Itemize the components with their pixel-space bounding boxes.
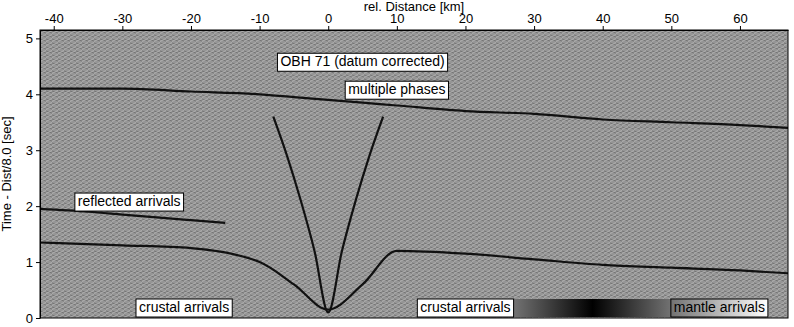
x-tick-label: 60	[733, 11, 747, 26]
y-tick-label: 5	[26, 31, 33, 46]
annotation-text: reflected arrivals	[78, 193, 181, 209]
y-tick-label: 3	[26, 143, 33, 158]
annotation-box	[345, 81, 448, 99]
y-tick-label: 1	[26, 255, 33, 270]
x-tick-label: -20	[182, 11, 201, 26]
x-tick-mark	[740, 26, 741, 30]
x-tick: -10	[251, 11, 270, 30]
x-tick-label: -10	[251, 11, 270, 26]
x-tick-label: 50	[665, 11, 679, 26]
transition-bar	[417, 299, 768, 317]
plot-background	[40, 30, 788, 318]
x-axis-title: rel. Distance [km]	[364, 0, 464, 14]
x-tick: 30	[527, 11, 541, 30]
x-tick-mark	[671, 26, 672, 30]
y-tick-mark	[36, 150, 40, 151]
x-tick-mark	[603, 26, 604, 30]
x-tick-label: 40	[596, 11, 610, 26]
x-tick: -20	[182, 11, 201, 30]
x-tick-mark	[328, 26, 329, 30]
annotation-box	[277, 53, 447, 71]
x-tick-label: 30	[527, 11, 541, 26]
y-tick-mark	[36, 262, 40, 263]
x-tick: -30	[113, 11, 132, 30]
annotation-text: crustal arrivals	[420, 299, 510, 315]
x-tick-mark	[191, 26, 192, 30]
x-tick-label: 0	[325, 11, 332, 26]
y-axis-line	[40, 31, 41, 319]
y-tick: 1	[26, 255, 40, 270]
annotation-text: crustal arrivals	[139, 299, 229, 315]
y-tick: 4	[26, 87, 40, 102]
annotation: mantle arrivals	[671, 299, 768, 317]
x-tick-mark	[534, 26, 535, 30]
annotation-text: OBH 71 (datum corrected)	[280, 53, 444, 69]
x-tick-mark	[260, 26, 261, 30]
x-tick: 40	[596, 11, 610, 30]
annotation: crustal arrivals	[136, 299, 232, 317]
y-tick: 2	[26, 199, 40, 214]
x-tick-mark	[465, 26, 466, 30]
y-tick-mark	[36, 318, 40, 319]
y-tick-label: 2	[26, 199, 33, 214]
y-axis-title: Time - Dist/8.0 [sec]	[0, 116, 14, 231]
annotation: multiple phases	[345, 81, 448, 99]
y-axis: 0 1 2 3 4 5	[26, 31, 41, 326]
x-tick: 0	[325, 11, 332, 30]
x-tick-mark	[397, 26, 398, 30]
annotation-box	[671, 299, 768, 317]
x-axis-line	[41, 30, 789, 31]
x-tick: 60	[733, 11, 747, 30]
series-group	[40, 89, 788, 313]
x-tick-mark	[54, 26, 55, 30]
chart: -40-30-20-100102030405060012345OBH 71 (d…	[0, 0, 794, 327]
annotation-box	[136, 299, 232, 317]
annotation: OBH 71 (datum corrected)	[277, 53, 447, 71]
annotation-text: multiple phases	[348, 81, 445, 97]
x-tick-label: -40	[45, 11, 64, 26]
x-tick-mark	[122, 26, 123, 30]
y-tick: 3	[26, 143, 40, 158]
y-tick: 5	[26, 31, 40, 46]
y-tick-mark	[36, 94, 40, 95]
y-tick-mark	[36, 206, 40, 207]
arrival-line	[273, 117, 383, 313]
annotation-box	[75, 193, 184, 211]
x-tick-label: -30	[113, 11, 132, 26]
plot: -40-30-20-100102030405060012345OBH 71 (d…	[26, 11, 789, 326]
plot-frame	[40, 30, 788, 318]
annotation: reflected arrivals	[75, 193, 184, 211]
y-tick-label: 4	[26, 87, 33, 102]
y-tick-label: 0	[26, 311, 33, 326]
annotation-box	[417, 299, 513, 317]
annotation: crustal arrivals	[417, 299, 513, 317]
x-tick: -40	[45, 11, 64, 30]
y-tick: 0	[26, 311, 40, 326]
y-tick-mark	[36, 38, 40, 39]
annotations: OBH 71 (datum corrected) multiple phases r…	[75, 53, 768, 317]
annotation-text: mantle arrivals	[674, 299, 765, 315]
x-tick: 50	[665, 11, 679, 30]
